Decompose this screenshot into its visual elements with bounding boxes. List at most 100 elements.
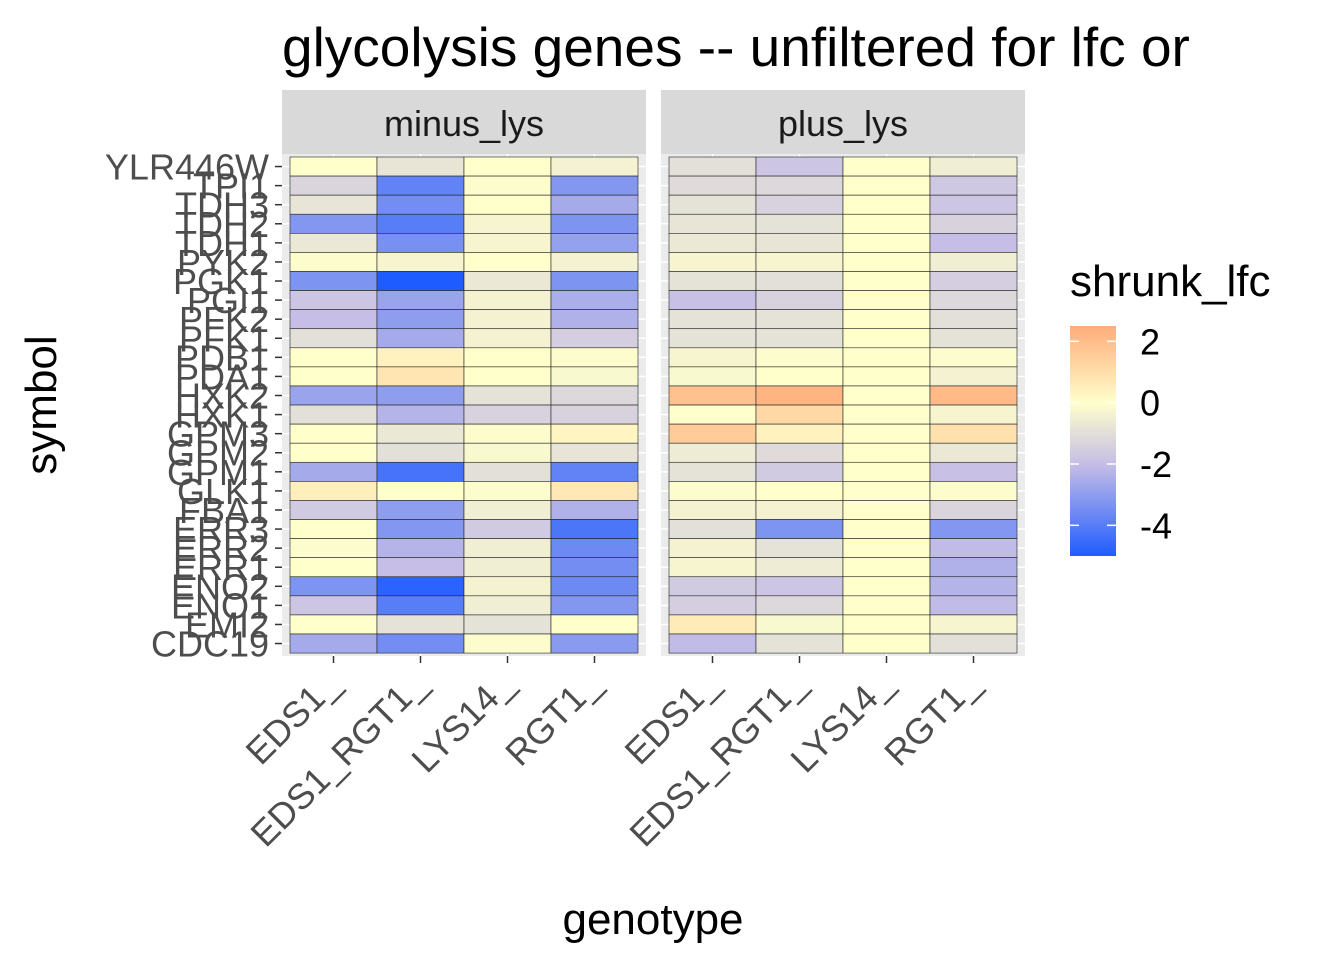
- heatmap-cell: ENO2 / LYS14_: 0: [842, 576, 931, 597]
- heatmap-cell: ERR3 / LYS14_: 0: [842, 519, 931, 539]
- heatmap-cell: ERR2 / EDS1_: -0.4: [668, 538, 757, 558]
- heatmap-cell: EMI2 / LYS14_: 0: [842, 614, 931, 635]
- heatmap-cell: YLR446W / RGT1_: -0.5: [929, 156, 1018, 177]
- heatmap-cell: ERR3 / EDS1_RGT1_: -3.2: [376, 519, 465, 539]
- heatmap-cell: PDA1 / RGT1_: -0.4: [929, 366, 1018, 387]
- heatmap-cell: PDA1 / EDS1_RGT1_: 0: [755, 366, 844, 387]
- heatmap-cell: GPM2 / LYS14_: 0: [842, 442, 931, 463]
- legend-tick-label: 0: [1140, 383, 1160, 424]
- heatmap-cell: FBA1 / EDS1_: -0.4: [668, 500, 757, 520]
- heatmap-cell: ERR2 / EDS1_RGT1_: -2.3: [376, 538, 465, 558]
- heatmap-cell: PGI1 / EDS1_: -1.9: [668, 290, 757, 310]
- heatmap-cell: HXK2 / RGT1_: -1.2: [550, 385, 639, 406]
- heatmap-cell: PGI1 / RGT1_: -1.2: [929, 290, 1018, 310]
- y-tick-label: GPM1: [167, 452, 269, 493]
- heatmap-cell: ERR1 / RGT1_: -2.4: [929, 557, 1018, 578]
- heatmap-cell: FBA1 / EDS1_: -1.6: [289, 500, 378, 520]
- y-tick-label: PGI1: [187, 280, 269, 321]
- y-tick-label: GPM3: [167, 414, 269, 455]
- y-tick-label: ERR3: [173, 509, 269, 550]
- heatmap-cell: GLK1 / LYS14_: 0: [842, 481, 931, 501]
- heatmap-cell: ERR2 / LYS14_: 0: [842, 538, 931, 558]
- heatmap-cell: EMI2 / EDS1_: 0: [289, 614, 378, 635]
- heatmap-cell: PGI1 / LYS14_: 0: [842, 290, 931, 310]
- y-tick-label: ERR2: [173, 528, 269, 569]
- heatmap-cell: PGK1 / EDS1_: -0.9: [668, 271, 757, 291]
- heatmap-cell: ERR1 / LYS14_: -0.5: [463, 557, 552, 578]
- heatmap-cell: TDH3 / LYS14_: 0: [842, 194, 931, 215]
- heatmap-cell: GLK1 / LYS14_: -0.1: [463, 481, 552, 501]
- heatmap-cell: TPI1 / RGT1_: -3.2: [550, 175, 639, 196]
- heatmap-cell: HXK1 / LYS14_: -1.4: [463, 404, 552, 425]
- heatmap-cell: PGI1 / LYS14_: -0.4: [463, 290, 552, 310]
- y-tick-label: CDC19: [151, 624, 269, 665]
- y-axis-label: symbol: [17, 335, 66, 474]
- heatmap-cell: PFK2 / RGT1_: -2.4: [550, 309, 639, 330]
- heatmap-cell: PDA1 / EDS1_: 0: [289, 366, 378, 387]
- heatmap-cell: EMI2 / LYS14_: -0.9: [463, 614, 552, 635]
- heatmap-cell: ERR3 / RGT1_: -3.2: [929, 519, 1018, 539]
- heatmap-cell: GPM3 / EDS1_: 1.6: [668, 423, 757, 444]
- x-tick-label: RGT1_: [497, 662, 609, 774]
- heatmap-cell: PYK2 / EDS1_RGT1_: -0.3: [755, 252, 844, 272]
- heatmap-cell: GPM1 / LYS14_: 0: [842, 461, 931, 482]
- heatmap-cell: ENO1 / RGT1_: -2.1: [929, 595, 1018, 616]
- heatmap-cell: PFK2 / EDS1_: -2: [289, 309, 378, 330]
- heatmap-cell: GPM1 / EDS1_RGT1_: -1.6: [755, 461, 844, 482]
- heatmap-cell: ENO2 / EDS1_: -1.6: [668, 576, 757, 597]
- heatmap-cell: GPM3 / EDS1_RGT1_: 0.4: [755, 423, 844, 444]
- heatmap-cell: GPM1 / RGT1_: -1.9: [929, 461, 1018, 482]
- heatmap-cell: TDH3 / LYS14_: 0: [463, 194, 552, 215]
- x-axis-label: genotype: [562, 895, 743, 944]
- heatmap-cell: EMI2 / RGT1_: -0.3: [929, 614, 1018, 635]
- y-tick-label: PDB1: [175, 337, 269, 378]
- heatmap-cell: PGI1 / EDS1_RGT1_: -2.8: [376, 290, 465, 310]
- facet-strip: [282, 90, 646, 154]
- heatmap-cell: PGI1 / EDS1_: -1.8: [289, 290, 378, 310]
- heatmap-cell: ERR2 / EDS1_RGT1_: -0.9: [755, 538, 844, 558]
- legend: shrunk_lfc 2 0 -2 -4: [1070, 257, 1271, 556]
- legend-tick-label: 2: [1140, 321, 1160, 362]
- heatmap-cell: PFK1 / LYS14_: -0.4: [463, 328, 552, 349]
- heatmap-cell: PDA1 / LYS14_: 0: [842, 366, 931, 387]
- legend-ticks: 2 0 -2 -4: [1070, 321, 1172, 546]
- heatmap-cell: HXK2 / EDS1_RGT1_: -3: [376, 385, 465, 406]
- heatmap-cell: YLR446W / EDS1_RGT1_: -0.8: [376, 156, 465, 177]
- y-tick-label: PFK2: [179, 299, 269, 340]
- heatmap-cell: TDH1 / EDS1_RGT1_: -0.8: [755, 233, 844, 253]
- heatmap-cell: GPM2 / EDS1_: -0.6: [668, 442, 757, 463]
- heatmap-cell: GPM2 / EDS1_RGT1_: -1: [376, 442, 465, 463]
- heatmap-cell: PDB1 / EDS1_RGT1_: 0.4: [376, 347, 465, 368]
- chart-title: glycolysis genes -- unfiltered for lfc o…: [282, 16, 1190, 78]
- heatmap-cell: PFK1 / EDS1_RGT1_: -2.6: [376, 328, 465, 349]
- heatmap-cell: ENO1 / LYS14_: 0: [842, 595, 931, 616]
- heatmap-cell: PDB1 / RGT1_: -0.1: [550, 347, 639, 368]
- heatmap-cell: TDH1 / EDS1_: -0.7: [668, 233, 757, 253]
- heatmap-cell: CDC19 / LYS14_: -0.1: [463, 633, 552, 654]
- heatmap-cell: TDH2 / LYS14_: -0.3: [463, 213, 552, 234]
- x-tick-label: RGT1_: [876, 662, 988, 774]
- heatmap-cell: HXK2 / EDS1_: -2.8: [289, 385, 378, 406]
- heatmap-cell: PFK2 / LYS14_: 0: [842, 309, 931, 330]
- heatmap-cell: ENO2 / RGT1_: -3.6: [550, 576, 639, 597]
- heatmap-cell: PYK2 / LYS14_: 0: [842, 252, 931, 272]
- heatmap-cell: HXK1 / EDS1_RGT1_: -2.3: [376, 404, 465, 425]
- heatmap-cell: PFK1 / LYS14_: 0: [842, 328, 931, 349]
- heatmap-cell: TDH2 / EDS1_: -0.8: [668, 213, 757, 234]
- y-tick-label: PYK2: [177, 242, 269, 283]
- facet-minus_lys: minus_lys YLR446W / EDS1_: 0YLR446W / EDS…: [282, 90, 646, 656]
- heatmap-cell: TDH1 / LYS14_: -0.3: [463, 233, 552, 253]
- heatmap-cell: ERR1 / EDS1_: -0.3: [668, 557, 757, 578]
- heatmap-cell: GPM3 / EDS1_RGT1_: -0.7: [376, 423, 465, 444]
- y-axis: YLR446WTPI1TDH3TDH2TDH1PYK2PGK1PGI1PFK2P…: [105, 147, 282, 665]
- legend-tick-label: -2: [1140, 444, 1172, 485]
- heatmap-cell: GPM2 / EDS1_RGT1_: -1.1: [755, 442, 844, 463]
- heatmap-cell: ERR1 / EDS1_RGT1_: -0.6: [755, 557, 844, 578]
- heatmap-cell: ERR1 / EDS1_RGT1_: -2: [376, 557, 465, 578]
- heatmap-cell: TPI1 / EDS1_: -1.1: [668, 175, 757, 196]
- heatmap-cell: PDB1 / LYS14_: 0: [463, 347, 552, 368]
- heatmap-cell: PFK1 / EDS1_: -0.9: [668, 328, 757, 349]
- heatmap-cell: CDC19 / RGT1_: -3.1: [550, 633, 639, 654]
- x-axis: EDS1_EDS1_RGT1_LYS14_RGT1_ EDS1_EDS1_RGT1…: [238, 656, 988, 854]
- heatmap-cell: HXK1 / EDS1_: 0: [668, 404, 757, 425]
